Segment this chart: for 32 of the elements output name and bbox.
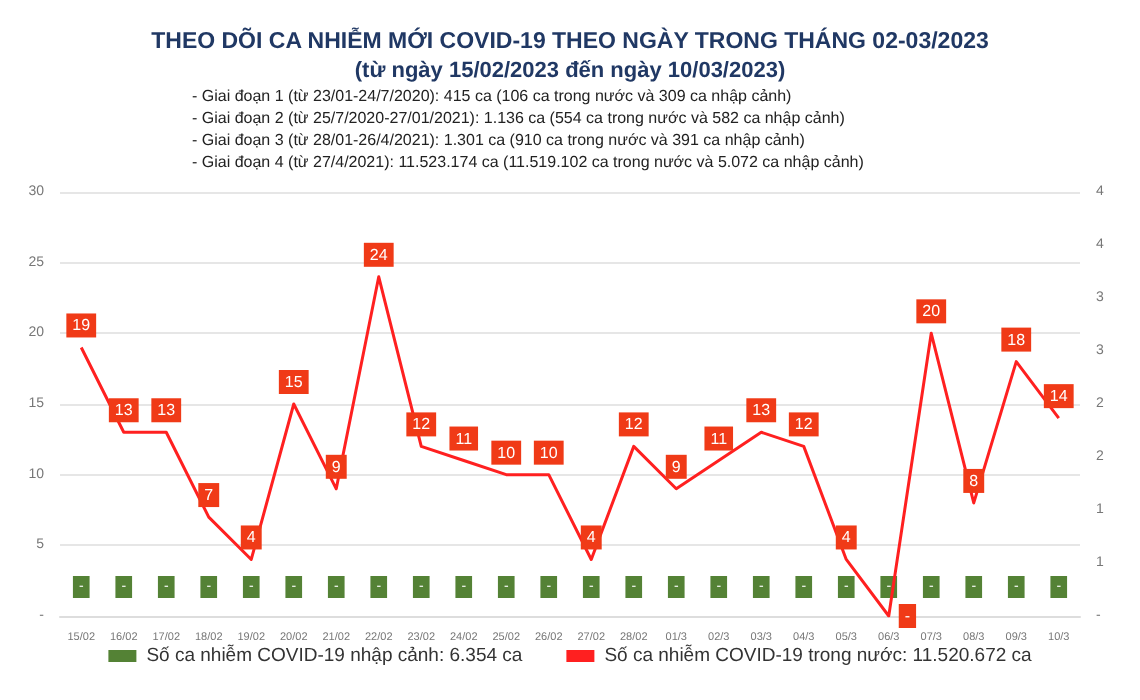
data-label: 9 [671,457,682,476]
data-label: 19 [72,316,92,335]
data-label: 9 [331,457,342,476]
data-label: 13 [752,401,772,420]
data-label: 18 [1007,330,1027,349]
text: - Giai đoạn 4 (từ 27/4/2021): 11.523.174 ca (11.519.102 ca trong nước và 5.072 ca nhập cảnh) [192,153,865,171]
legend-label: Số ca nhiễm COVID-19 trong nước: 11.520.672 ca [604,643,1034,667]
text: - Giai đoạn 2 (từ 25/7/2020-27/01/2021): 1.136 ca (554 ca trong nước và 582 ca nhập cảnh) [192,109,846,127]
data-label: 24 [369,245,389,264]
text: - Giai đoạn 1 (từ 23/01-24/7/2020): 415 ca (106 ca trong nước và 309 ca nhập cảnh) [192,87,793,105]
data-label: 15 [284,373,304,391]
text: - Giai đoạn 3 (từ 28/01-26/4/2021): 1.301 ca (910 ca trong nước và 391 ca nhập cảnh) [192,131,806,149]
data-label: 7 [204,486,215,505]
legend-label: Số ca nhiễm COVID-19 nhập cảnh: 6.354 ca [146,643,524,667]
data-label: 14 [1049,387,1069,406]
chart-subtitle: (từ ngày 15/02/2023 đến ngày 10/03/2023) [354,59,786,83]
data-label: 12 [624,415,644,434]
data-label: 4 [246,528,257,547]
data-label: 4 [841,528,852,547]
data-label: 8 [969,471,980,490]
data-label: 12 [794,415,814,434]
data-label: 11 [710,429,729,448]
data-label: 11 [455,429,474,448]
data-label: 4 [586,528,597,547]
data-label: - [904,607,911,625]
data-label: 12 [412,415,432,434]
data-label: 13 [114,401,134,420]
data-label: 10 [497,443,517,462]
data-label: 10 [539,443,559,462]
data-label: 13 [157,401,177,420]
chart-title: THEO DÕI CA NHIỄM MỚI COVID-19 THEO NGÀY TRONG THÁNG 02-03/2023 [151,26,989,54]
data-label: 20 [922,302,942,321]
